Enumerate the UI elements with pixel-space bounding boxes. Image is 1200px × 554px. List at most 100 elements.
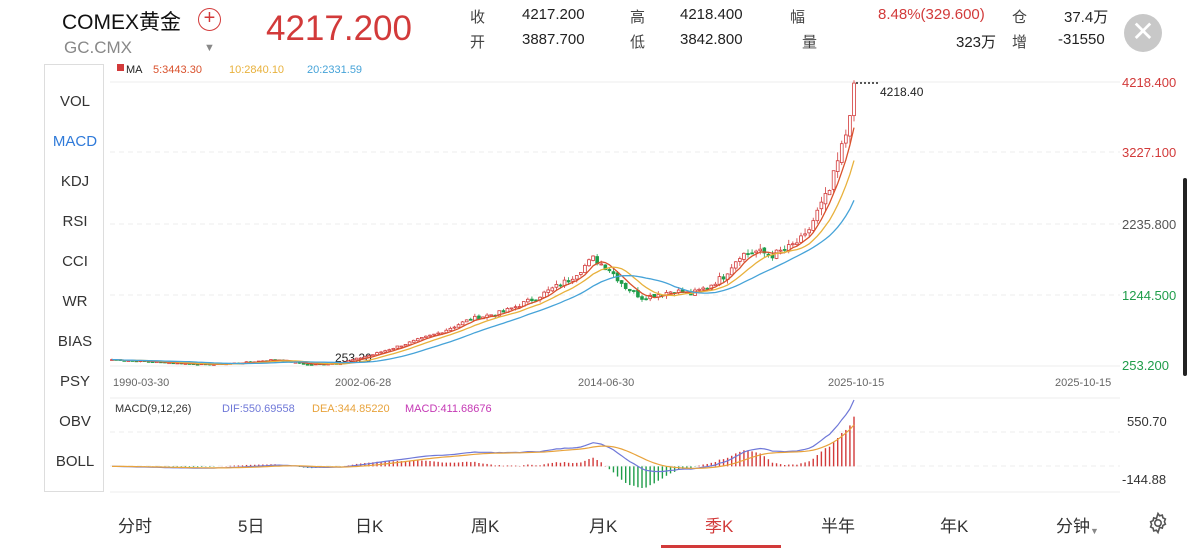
tab-timeshare[interactable]: 分时 [118,517,152,536]
tab-weekly-k[interactable]: 周K [471,517,500,536]
candle [566,280,571,283]
quote-header: COMEX黄金 + GC.CMX ▼ 4217.200 收 4217.200 开… [0,0,1200,64]
candle [501,310,506,313]
candle [807,229,811,234]
ma5-legend: 5:3443.30 [153,64,202,76]
add-watchlist-icon[interactable]: + [198,8,221,31]
ma-legend: MA 5:3443.30 10:2840.10 20:2331.59 [117,64,362,76]
candle [301,362,306,365]
candle [464,319,469,323]
price-tick: 3227.100 [1122,145,1176,160]
candle [599,263,604,266]
caret-down-icon[interactable]: ▼ [1090,526,1099,536]
instrument-title: COMEX黄金 [62,11,182,34]
candle [415,338,420,342]
candle [350,359,355,362]
tab-5day[interactable]: 5日 [238,517,265,536]
ma-lines [112,127,855,365]
quote-label-volume: 量 [802,34,818,51]
ma10-legend: 10:2840.10 [229,64,284,76]
indicator-kdj[interactable]: KDJ [60,173,90,190]
tab-daily-k[interactable]: 日K [355,517,384,536]
date-tick: 2025-10-15 [1055,377,1111,389]
candle [387,349,392,352]
tab-halfyear-k[interactable]: 半年 [821,517,855,536]
candle [619,280,624,284]
candle [742,252,746,260]
candle [420,337,424,340]
indicator-psy[interactable]: PSY [59,373,90,390]
date-axis: 1990-03-30 2002-06-28 2014-06-30 2025-10… [113,377,1111,389]
candle [815,209,820,222]
candle [603,264,608,271]
indicator-boll[interactable]: BOLL [55,453,95,470]
price-tick: 4218.400 [1122,75,1176,90]
ma10-line [112,160,855,365]
candle [550,287,555,292]
quote-value-change: 8.48%(329.600) [878,6,985,23]
candle [831,170,836,190]
indicator-macd[interactable]: MACD [52,133,98,150]
candle [778,249,783,252]
price-tick: 253.200 [1122,358,1169,373]
candle [607,269,612,272]
kline-chart[interactable]: MA 5:3443.30 10:2840.10 20:2331.59 4218.… [0,0,1200,500]
candle [367,355,371,358]
indicator-list: VOL MACD KDJ RSI CCI WR BIAS PSY OBV BOL… [44,64,104,492]
quote-label-low: 低 [630,34,646,51]
gear-icon[interactable] [1146,511,1170,535]
candle [591,255,595,261]
indicator-bias[interactable]: BIAS [57,333,93,350]
indicator-rsi[interactable]: RSI [62,213,88,230]
candle [799,235,803,243]
macd-tick: -144.88 [1122,472,1166,487]
tab-quarterly-k[interactable]: 季K [705,517,734,536]
candle [346,360,351,363]
indicator-vol[interactable]: VOL [59,93,90,110]
candle [811,220,816,231]
candle [542,291,546,298]
candle [701,287,705,290]
indicator-wr[interactable]: WR [62,293,88,310]
candle [627,288,632,292]
quote-value-high: 4218.400 [680,6,743,23]
active-tab-underline [661,545,781,548]
quote-label-open: 开 [470,34,486,51]
candle [733,261,738,269]
close-icon[interactable]: ✕ [1124,14,1162,52]
date-tick: 2014-06-30 [578,377,634,389]
candle [611,271,616,275]
macd-title: MACD(9,12,26) [115,403,191,415]
quote-value-close: 4217.200 [522,6,585,23]
dea-legend: DEA:344.85220 [312,403,390,415]
quote-value-oi-change: -31550 [1058,31,1105,48]
candle [848,115,852,137]
last-price: 4217.200 [266,9,412,48]
candle [835,160,840,172]
candle [379,351,383,354]
price-tick: 2235.800 [1122,217,1176,232]
caret-down-icon[interactable]: ▼ [204,42,215,54]
candle [754,250,758,254]
date-tick: 2002-06-28 [335,377,391,389]
tab-monthly-k[interactable]: 月K [589,517,618,536]
indicator-obv[interactable]: OBV [59,413,91,430]
candle [574,275,579,280]
candle [497,310,502,317]
candle [456,324,461,328]
indicator-cci[interactable]: CCI [62,253,88,270]
tab-yearly-k[interactable]: 年K [940,517,969,536]
candle [795,242,799,246]
candle [750,252,754,255]
candle [758,248,763,252]
ma5-line [112,127,855,365]
scroll-indicator[interactable] [1183,178,1187,376]
candle [546,289,551,293]
candle [309,363,314,366]
candle [697,288,701,291]
tab-minute[interactable]: 分钟 [1056,517,1090,536]
candle [570,278,575,282]
candle [407,341,412,346]
candle [623,282,628,289]
instrument-code[interactable]: GC.CMX [64,38,132,57]
